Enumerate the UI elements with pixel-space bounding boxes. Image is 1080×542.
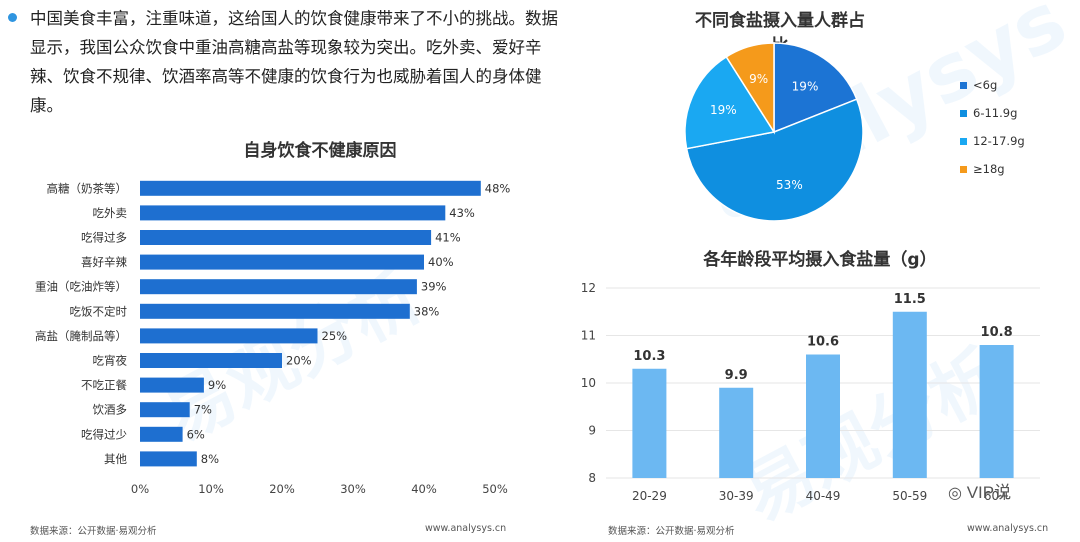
reason-x-tick: 10% bbox=[198, 482, 224, 496]
reason-value-label: 20% bbox=[286, 354, 312, 368]
age-bar bbox=[806, 354, 840, 478]
pie-value-label: 19% bbox=[710, 103, 737, 117]
age-y-tick: 12 bbox=[581, 281, 596, 295]
reason-category-label: 高糖（奶茶等） bbox=[47, 181, 128, 195]
legend-label: 6-11.9g bbox=[973, 106, 1017, 120]
reason-category-label: 重油（吃油炸等） bbox=[35, 280, 127, 294]
legend-swatch bbox=[960, 110, 967, 117]
reason-x-tick: 40% bbox=[411, 482, 437, 496]
age-y-tick: 9 bbox=[588, 424, 596, 438]
wechat-label: VIP说 bbox=[966, 483, 1012, 502]
legend-label: 12-17.9g bbox=[973, 134, 1025, 148]
reason-category-label: 喜好辛辣 bbox=[81, 255, 127, 269]
reason-bar bbox=[140, 230, 432, 245]
reason-bar bbox=[140, 279, 417, 295]
age-x-tick: 20-29 bbox=[632, 489, 667, 503]
reason-value-label: 43% bbox=[449, 206, 475, 220]
chart-title-reasons: 自身饮食不健康原因 bbox=[243, 141, 397, 161]
reason-category-label: 吃宵夜 bbox=[93, 354, 128, 368]
age-bar bbox=[632, 368, 667, 478]
reason-value-label: 41% bbox=[435, 231, 461, 245]
reason-category-label: 吃外卖 bbox=[93, 206, 128, 220]
age-y-tick: 11 bbox=[581, 329, 596, 343]
pie-value-label: 19% bbox=[792, 79, 819, 93]
reason-value-label: 9% bbox=[208, 378, 226, 392]
intro-paragraph: 中国美食丰富，注重味道，这给国人的饮食健康带来了不小的挑战。数据显示，我国公众饮… bbox=[30, 9, 558, 115]
age-bar bbox=[892, 311, 927, 478]
reason-category-label: 吃得过少 bbox=[81, 427, 127, 441]
legend-swatch bbox=[960, 166, 967, 173]
footer-left-source: 数据来源：公开数据·易观分析 bbox=[30, 526, 157, 537]
age-value-label: 9.9 bbox=[725, 368, 748, 383]
age-bar bbox=[979, 345, 1014, 478]
reason-value-label: 38% bbox=[414, 304, 440, 318]
reason-bar bbox=[140, 303, 410, 319]
reason-x-tick: 30% bbox=[340, 482, 366, 496]
reason-value-label: 7% bbox=[194, 403, 212, 417]
pie-value-label: 53% bbox=[776, 178, 803, 192]
reason-bar bbox=[140, 205, 446, 221]
reason-value-label: 39% bbox=[421, 280, 447, 294]
reason-bar bbox=[140, 377, 204, 393]
age-bar bbox=[719, 387, 754, 478]
reason-bar bbox=[140, 451, 197, 467]
wechat-icon: ◎ bbox=[948, 485, 962, 502]
chart-pie: 19% 53% 19% 9% <6g 6-11.9g 12-17.9g ≥18g bbox=[684, 42, 1025, 222]
legend-swatch bbox=[960, 82, 967, 89]
reason-value-label: 8% bbox=[201, 452, 219, 466]
age-y-tick: 10 bbox=[581, 376, 596, 390]
reason-bar bbox=[140, 254, 424, 270]
pie-slice bbox=[725, 42, 775, 135]
reason-bar bbox=[140, 180, 481, 196]
age-x-tick: 60+ bbox=[984, 489, 1009, 503]
reason-category-label: 吃饭不定时 bbox=[70, 304, 128, 318]
footer-right-url: www.analysys.cn bbox=[967, 523, 1049, 534]
reason-bar bbox=[140, 426, 183, 442]
footer-left-url: www.analysys.cn bbox=[425, 523, 507, 534]
reason-category-label: 饮酒多 bbox=[93, 403, 128, 417]
reason-category-label: 其他 bbox=[104, 452, 127, 466]
age-y-tick: 8 bbox=[588, 471, 596, 485]
pie-slice bbox=[773, 42, 858, 134]
chart-title-age: 各年龄段平均摄入食盐量（g） bbox=[703, 250, 937, 270]
legend-swatch bbox=[960, 138, 967, 145]
chart-reasons: 高糖（奶茶等） 48% 吃外卖 43% 吃得过多 41% 喜好辛辣 40% 重油（吃油炸等） 39… bbox=[35, 180, 511, 496]
reason-bar bbox=[140, 328, 318, 344]
reason-x-tick: 50% bbox=[482, 482, 508, 496]
wechat-badge: ◎ VIP说 bbox=[948, 478, 1011, 503]
reason-value-label: 40% bbox=[428, 255, 454, 269]
age-value-label: 11.5 bbox=[894, 292, 926, 307]
reason-value-label: 25% bbox=[322, 329, 348, 343]
age-x-tick: 50-59 bbox=[892, 489, 927, 503]
reason-category-label: 高盐（腌制品等） bbox=[35, 329, 127, 343]
reason-category-label: 不吃正餐 bbox=[81, 378, 127, 392]
age-x-tick: 40-49 bbox=[806, 489, 841, 503]
pie-slice bbox=[684, 55, 776, 150]
age-x-tick: 30-39 bbox=[719, 489, 754, 503]
legend-label: ≥18g bbox=[973, 162, 1005, 176]
age-value-label: 10.6 bbox=[807, 335, 839, 350]
age-value-label: 10.3 bbox=[633, 349, 665, 364]
age-value-label: 10.8 bbox=[981, 325, 1013, 340]
chart-age: 8 9 10 11 12 10.3 20-29 9.9 30-39 10.6 40-49 11.5 50… bbox=[581, 281, 1040, 503]
reason-x-tick: 0% bbox=[131, 482, 149, 496]
reason-value-label: 6% bbox=[187, 427, 205, 441]
bullet-dot bbox=[8, 13, 17, 22]
reason-x-tick: 20% bbox=[269, 482, 295, 496]
reason-category-label: 吃得过多 bbox=[81, 231, 127, 245]
pie-value-label: 9% bbox=[749, 72, 768, 86]
reason-bar bbox=[140, 353, 282, 368]
reason-value-label: 48% bbox=[485, 181, 511, 195]
reason-bar bbox=[140, 402, 190, 418]
footer-right-source: 数据来源：公开数据·易观分析 bbox=[608, 526, 735, 537]
pie-slice bbox=[685, 98, 864, 222]
legend-label: <6g bbox=[973, 78, 997, 92]
